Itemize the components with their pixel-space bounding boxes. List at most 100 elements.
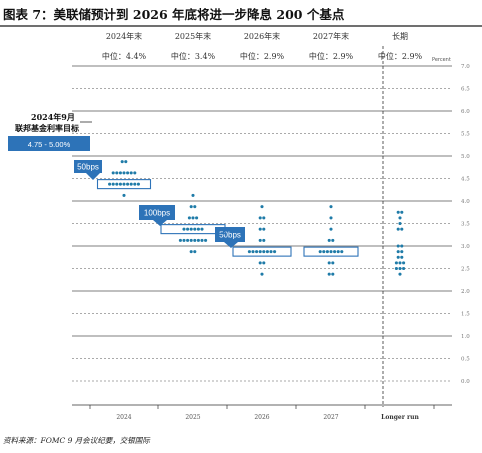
y-tick-label: 7.0 [461, 64, 470, 70]
current-rate-callout: 2024年9月 联邦基金利率目标 4.75 - 5.00% [8, 112, 92, 151]
dot [195, 216, 199, 220]
x-tick-label: Longer run [381, 414, 419, 421]
dot [327, 261, 331, 265]
y-tick-label: 2.0 [461, 289, 470, 295]
dot [262, 216, 266, 220]
dot [200, 238, 204, 242]
dot [400, 227, 404, 231]
dot [396, 255, 400, 259]
dot [260, 272, 264, 276]
x-tick-label: 2026 [254, 414, 269, 421]
current-rate-date: 2024年9月 [31, 112, 75, 122]
x-tick-labels: 2024 2025 2026 2027 Longer run [116, 414, 419, 421]
dot [260, 205, 264, 209]
median-box [303, 246, 359, 257]
dot [115, 182, 119, 186]
cut-arrow [215, 227, 245, 248]
dot [120, 160, 124, 164]
dot [331, 261, 335, 265]
dot [400, 244, 404, 248]
dot [191, 193, 195, 197]
dot [262, 261, 266, 265]
cut-label: 100bps [144, 209, 170, 218]
dot [196, 238, 200, 242]
dot [329, 250, 333, 254]
dot [178, 238, 182, 242]
y-tick-label: 4.5 [461, 177, 470, 183]
dot [398, 272, 402, 276]
cut-label: 50bps [77, 163, 99, 172]
current-rate-caption: 联邦基金利率目标 [15, 123, 79, 133]
dot [251, 250, 255, 254]
dot [322, 250, 326, 254]
dot [200, 227, 204, 231]
dot [398, 221, 402, 226]
header-median: 中位：4.4% [102, 51, 147, 61]
dot [398, 261, 402, 265]
y-tick-labels: 0.0 0.5 1.0 1.5 2.0 2.5 3.0 3.5 4.0 4.5 5.0 5.5 6.0 6… [461, 64, 470, 385]
dot [193, 250, 197, 254]
dot [186, 238, 190, 242]
dot [396, 250, 400, 254]
dot [400, 210, 404, 214]
dot [247, 250, 251, 254]
dot [258, 250, 262, 254]
dot [258, 227, 262, 231]
y-tick-label: 5.0 [461, 154, 470, 160]
x-tick-label: 2025 [185, 414, 200, 421]
dot [122, 171, 126, 175]
median-boxes [96, 179, 359, 257]
header-median: 中位：2.9% [309, 51, 354, 61]
dot [193, 238, 197, 242]
dot [129, 182, 133, 186]
dot [133, 182, 137, 186]
y-tick-label: 2.5 [461, 267, 470, 273]
dot [258, 216, 262, 220]
header-median: 中位：2.9% [240, 51, 285, 61]
dot [193, 227, 197, 231]
dot [118, 171, 122, 175]
x-tick-label: 2024 [116, 414, 131, 421]
x-tick-marks [89, 405, 435, 409]
dot [111, 182, 115, 186]
header-median: 中位：3.4% [171, 51, 216, 61]
y-tick-label: 6.0 [461, 109, 470, 115]
dot [193, 205, 197, 209]
cut-label: 50bps [219, 231, 241, 240]
dot [329, 227, 333, 231]
dot [262, 250, 266, 254]
dot [133, 171, 137, 175]
dot [318, 250, 322, 254]
dot [396, 244, 400, 248]
dot [336, 250, 340, 254]
dot [398, 266, 402, 271]
dot [136, 182, 140, 186]
dot [189, 250, 193, 254]
dot-marks [108, 160, 406, 276]
dot [331, 272, 335, 276]
dot [189, 205, 193, 209]
dot [255, 250, 259, 254]
header-median: 中位：2.9% [378, 51, 423, 61]
dot [196, 227, 200, 231]
dot [265, 250, 269, 254]
dot [262, 227, 266, 231]
dot [331, 238, 335, 242]
dot [269, 250, 273, 254]
dot [402, 266, 406, 271]
dot [327, 272, 331, 276]
dot [182, 227, 186, 231]
y-unit-label: Percent [432, 57, 451, 63]
dot [122, 182, 126, 186]
dot [394, 266, 398, 271]
y-tick-label: 0.0 [461, 379, 470, 385]
dot [333, 250, 337, 254]
dot [258, 261, 262, 265]
dot [325, 250, 329, 254]
y-tick-label: 1.5 [461, 312, 470, 318]
current-rate-box [8, 136, 90, 151]
y-tick-label: 5.5 [461, 132, 470, 138]
dot [340, 250, 344, 254]
